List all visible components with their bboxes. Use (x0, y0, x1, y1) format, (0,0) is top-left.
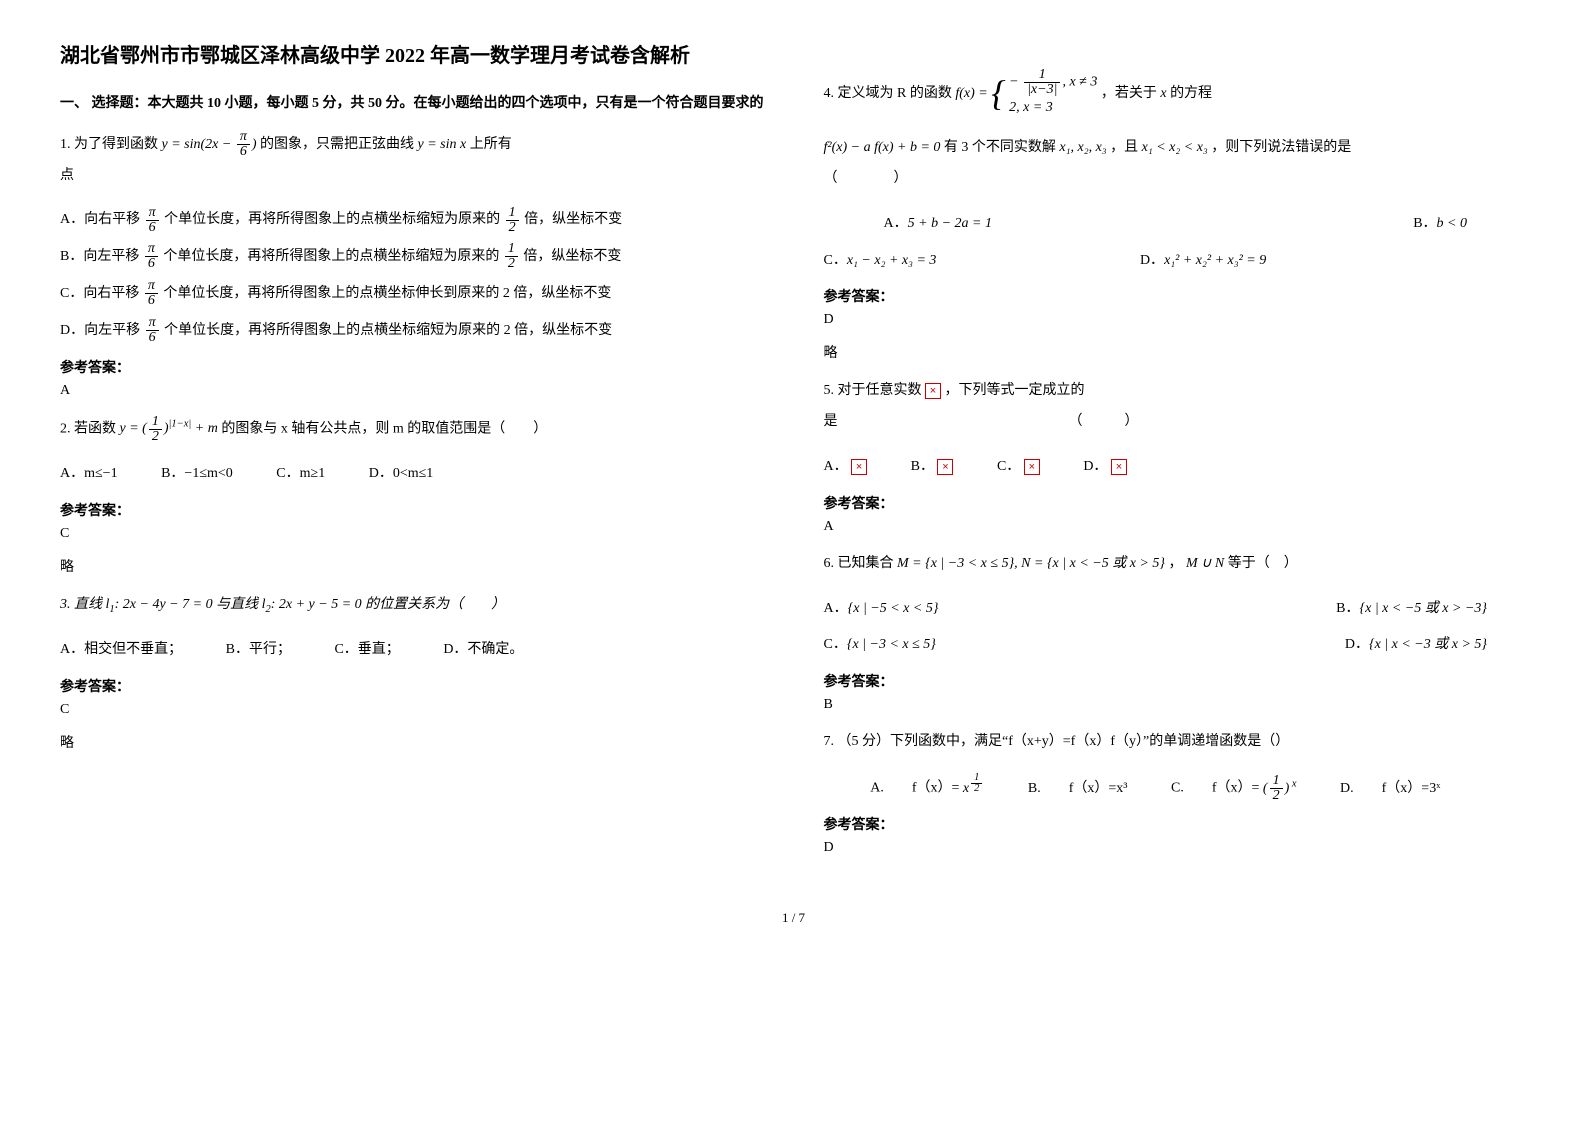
exam-title: 湖北省鄂州市市鄂城区泽林高级中学 2022 年高一数学理月考试卷含解析 (60, 40, 764, 72)
q1-stem-c: 点 (60, 161, 764, 192)
q3-opt-d: D．不确定。 (443, 635, 523, 666)
q1-opt-d: D．向左平移 π6 个单位长度，再将所得图象上的点横坐标缩短为原来的 2 倍，纵… (60, 316, 764, 347)
q1-stem-b: 的图象，只需把正弦曲线 y = sin x 上所有 (260, 137, 512, 152)
q6-options-row2: C．{x | −3 < x ≤ 5} D．{x | x < −3 或 x > 5… (824, 630, 1528, 661)
question-3: 3. 直线 l1: 2x − 4y − 7 = 0 与直线 l2: 2x + y… (60, 590, 764, 621)
q2-options: A．m≤−1 B．−1≤m<0 C．m≥1 D．0<m≤1 (60, 459, 764, 490)
q7-options: A. f（x）= x12 B. f（x）=x³ C. f（x）= (12) x … (824, 772, 1528, 804)
missing-image-icon: × (1024, 459, 1040, 475)
q7-opt-a: A. f（x）= x12 (870, 772, 984, 804)
q5-opt-a: A． × (824, 452, 868, 483)
q4-opt-a: A．5 + b − 2a = 1 (884, 209, 992, 240)
q3-stem: 3. 直线 l1: 2x − 4y − 7 = 0 与直线 l2: 2x + y… (60, 597, 505, 612)
q1-opt-c: C．向右平移 π6 个单位长度，再将所得图象上的点横坐标伸长到原来的 2 倍，纵… (60, 279, 764, 310)
question-1: 1. 为了得到函数 y = sin(2x − π6) 的图象，只需把正弦曲线 y… (60, 130, 764, 192)
question-5: 5. 对于任意实数 × ，下列等式一定成立的 是 （ ） (824, 376, 1528, 438)
section-1-heading: 一、 选择题：本大题共 10 小题，每小题 5 分，共 50 分。在每小题给出的… (60, 92, 764, 116)
missing-image-icon: × (1111, 459, 1127, 475)
q4-stem-a: 4. 定义域为 R 的函数 (824, 86, 956, 101)
q5-stem-c: 是 （ ） (824, 407, 1528, 438)
q2-stem-b: 的图象与 x 轴有公共点，则 m 的取值范围是（ ） (221, 421, 547, 436)
q4-opt-b: B．b < 0 (1413, 209, 1467, 240)
q6-opt-c: C．{x | −3 < x ≤ 5} (824, 630, 936, 661)
q1-formula: y = sin(2x − π6) (162, 137, 257, 152)
missing-image-icon: × (937, 459, 953, 475)
q3-opt-c: C．垂直； (334, 635, 399, 666)
q1-opt-b: B．向左平移 π6 个单位长度，再将所得图象上的点横坐标缩短为原来的 12 倍，… (60, 242, 764, 273)
q7-opt-b: B. f（x）=x³ (1028, 774, 1128, 805)
q1-answer: A (60, 383, 764, 399)
q6-opt-a: A．{x | −5 < x < 5} (824, 594, 939, 625)
q2-note: 略 (60, 556, 764, 576)
q4-note: 略 (824, 342, 1528, 362)
q6-stem: 6. 已知集合 M = {x | −3 < x ≤ 5}, N = {x | x… (824, 556, 1298, 571)
q7-answer-label: 参考答案： (824, 814, 1528, 834)
q4-answer: D (824, 312, 1528, 328)
q4-opt-c: C．x₁ − x₂ + x₃ = 3 (824, 246, 937, 277)
q2-opt-a: A．m≤−1 (60, 459, 118, 490)
q1-opt-a: A．向右平移 π6 个单位长度，再将所得图象上的点横坐标缩短为原来的 12 倍，… (60, 205, 764, 236)
question-4: 4. 定义域为 R 的函数 f(x) = { − 1|x−3|, x ≠ 3 2… (824, 54, 1528, 195)
page: 湖北省鄂州市市鄂城区泽林高级中学 2022 年高一数学理月考试卷含解析 一、 选… (60, 40, 1527, 870)
left-column: 湖北省鄂州市市鄂城区泽林高级中学 2022 年高一数学理月考试卷含解析 一、 选… (60, 40, 764, 870)
q3-options: A．相交但不垂直； B．平行； C．垂直； D．不确定。 (60, 635, 764, 666)
q5-answer-label: 参考答案： (824, 493, 1528, 513)
q4-options-row1: A．5 + b − 2a = 1 B．b < 0 (824, 209, 1528, 240)
q3-answer-label: 参考答案： (60, 676, 764, 696)
q6-options-row1: A．{x | −5 < x < 5} B．{x | x < −5 或 x > −… (824, 594, 1528, 625)
q4-options-row2: C．x₁ − x₂ + x₃ = 3 D．x₁² + x₂² + x₃² = 9 (824, 246, 1528, 277)
q1-answer-label: 参考答案： (60, 357, 764, 377)
q6-answer-label: 参考答案： (824, 671, 1528, 691)
q4-piecewise: f(x) = { − 1|x−3|, x ≠ 3 2, x = 3 (955, 54, 1097, 133)
q3-opt-a: A．相交但不垂直； (60, 635, 182, 666)
q2-stem-a: 2. 若函数 (60, 421, 120, 436)
q3-note: 略 (60, 732, 764, 752)
q6-opt-d: D．{x | x < −3 或 x > 5} (1345, 630, 1487, 661)
q5-opt-d: D． × (1083, 452, 1127, 483)
q3-opt-b: B．平行； (226, 635, 291, 666)
q7-answer: D (824, 840, 1528, 856)
q2-answer: C (60, 526, 764, 542)
q4-stem-d: （ ） (824, 164, 1528, 195)
q5-answer: A (824, 519, 1528, 535)
question-6: 6. 已知集合 M = {x | −3 < x ≤ 5}, N = {x | x… (824, 549, 1528, 580)
q3-answer: C (60, 702, 764, 718)
q2-opt-b: B．−1≤m<0 (161, 459, 233, 490)
q2-opt-c: C．m≥1 (276, 459, 325, 490)
missing-image-icon: × (851, 459, 867, 475)
q1-stem-a: 1. 为了得到函数 (60, 137, 162, 152)
q7-opt-c: C. f（x）= (12) x (1171, 772, 1297, 804)
q2-opt-d: D．0<m≤1 (369, 459, 434, 490)
q5-opt-c: C． × (997, 452, 1040, 483)
q5-options: A． × B． × C． × D． × (824, 452, 1528, 483)
q6-opt-b: B．{x | x < −5 或 x > −3} (1336, 594, 1487, 625)
q4-answer-label: 参考答案： (824, 286, 1528, 306)
q4-eq: f²(x) − a f(x) + b = 0 (824, 140, 941, 155)
q7-opt-d: D. f（x）=3ˣ (1340, 774, 1440, 805)
right-column: 4. 定义域为 R 的函数 f(x) = { − 1|x−3|, x ≠ 3 2… (824, 40, 1528, 870)
q5-stem-b: ，下列等式一定成立的 (945, 383, 1085, 398)
q2-formula: y = (12)|1−x| + m (120, 421, 218, 436)
question-7: 7. （5 分）下列函数中，满足“f（x+y）=f（x）f（y）”的单调递增函数… (824, 727, 1528, 758)
q2-answer-label: 参考答案： (60, 500, 764, 520)
q6-answer: B (824, 697, 1528, 713)
q4-opt-d: D．x₁² + x₂² + x₃² = 9 (1140, 246, 1266, 277)
question-2: 2. 若函数 y = (12)|1−x| + m 的图象与 x 轴有公共点，则 … (60, 413, 764, 445)
q4-stem-c2: 有 3 个不同实数解 x₁, x₂, x₃ ，且 x₁ < x₂ < x₃ ，则… (944, 140, 1351, 155)
q4-stem-b: ，若关于 x 的方程 (1101, 86, 1212, 101)
q5-stem-a: 5. 对于任意实数 (824, 383, 926, 398)
q5-opt-b: B． × (911, 452, 954, 483)
page-footer: 1 / 7 (60, 910, 1527, 926)
missing-image-icon: × (925, 383, 941, 399)
